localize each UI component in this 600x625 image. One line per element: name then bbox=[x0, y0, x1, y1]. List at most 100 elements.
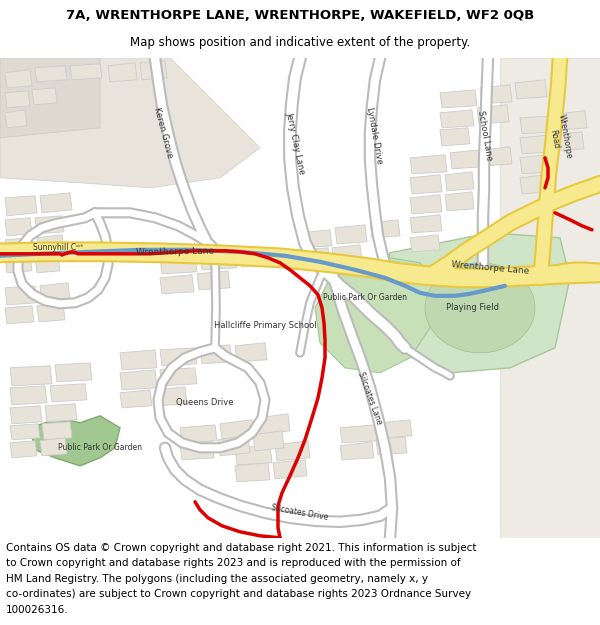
Polygon shape bbox=[40, 192, 72, 213]
Polygon shape bbox=[315, 258, 435, 372]
Polygon shape bbox=[410, 155, 447, 174]
Polygon shape bbox=[440, 90, 477, 108]
Polygon shape bbox=[445, 192, 474, 211]
Polygon shape bbox=[10, 386, 47, 405]
Polygon shape bbox=[155, 387, 187, 406]
Text: School Lane: School Lane bbox=[476, 110, 494, 162]
Text: Jerry Clay Lane: Jerry Clay Lane bbox=[284, 111, 306, 175]
Polygon shape bbox=[10, 441, 37, 458]
Text: 100026316.: 100026316. bbox=[6, 605, 68, 615]
Polygon shape bbox=[37, 235, 64, 252]
Polygon shape bbox=[5, 70, 32, 88]
Polygon shape bbox=[332, 245, 362, 264]
Polygon shape bbox=[410, 175, 442, 194]
Polygon shape bbox=[520, 116, 554, 134]
Text: Playing Field: Playing Field bbox=[445, 303, 499, 312]
Polygon shape bbox=[477, 105, 509, 124]
Polygon shape bbox=[520, 175, 548, 194]
Polygon shape bbox=[340, 425, 377, 442]
Text: Silcoates Drive: Silcoates Drive bbox=[271, 503, 329, 522]
Polygon shape bbox=[340, 442, 374, 460]
Polygon shape bbox=[40, 282, 70, 302]
Polygon shape bbox=[200, 251, 237, 270]
Polygon shape bbox=[520, 155, 550, 174]
Polygon shape bbox=[300, 230, 332, 248]
Polygon shape bbox=[180, 425, 217, 442]
Text: Keren Grove: Keren Grove bbox=[152, 106, 174, 159]
Polygon shape bbox=[37, 302, 65, 322]
Polygon shape bbox=[120, 370, 157, 390]
Polygon shape bbox=[120, 390, 152, 408]
Polygon shape bbox=[35, 216, 64, 234]
Polygon shape bbox=[5, 110, 27, 128]
Polygon shape bbox=[160, 368, 197, 386]
Polygon shape bbox=[70, 64, 102, 80]
Polygon shape bbox=[235, 342, 267, 362]
Polygon shape bbox=[450, 150, 482, 169]
Polygon shape bbox=[40, 438, 67, 456]
Polygon shape bbox=[335, 225, 367, 244]
Polygon shape bbox=[10, 366, 52, 386]
Polygon shape bbox=[440, 110, 474, 128]
Polygon shape bbox=[425, 263, 535, 352]
Polygon shape bbox=[383, 232, 570, 372]
Polygon shape bbox=[140, 61, 167, 80]
Polygon shape bbox=[5, 196, 37, 216]
Polygon shape bbox=[515, 80, 547, 99]
Polygon shape bbox=[197, 271, 230, 290]
Polygon shape bbox=[253, 431, 284, 451]
Polygon shape bbox=[55, 362, 92, 382]
Polygon shape bbox=[160, 275, 194, 294]
Polygon shape bbox=[30, 416, 120, 466]
Polygon shape bbox=[273, 460, 307, 479]
Polygon shape bbox=[42, 422, 72, 440]
Text: Wrenthorpe
Road: Wrenthorpe Road bbox=[547, 114, 574, 162]
Polygon shape bbox=[410, 195, 442, 214]
Polygon shape bbox=[558, 111, 587, 130]
Polygon shape bbox=[0, 58, 100, 138]
Polygon shape bbox=[500, 58, 600, 538]
Polygon shape bbox=[120, 350, 157, 370]
Text: Public Park Or Garden: Public Park Or Garden bbox=[58, 443, 142, 452]
Polygon shape bbox=[10, 424, 40, 440]
Polygon shape bbox=[180, 441, 214, 460]
Text: to Crown copyright and database rights 2023 and is reproduced with the permissio: to Crown copyright and database rights 2… bbox=[6, 559, 461, 569]
Polygon shape bbox=[376, 437, 407, 455]
Polygon shape bbox=[410, 235, 440, 252]
Polygon shape bbox=[555, 132, 584, 151]
Polygon shape bbox=[370, 220, 400, 238]
Text: co-ordinates) are subject to Crown copyright and database rights 2023 Ordnance S: co-ordinates) are subject to Crown copyr… bbox=[6, 589, 471, 599]
Polygon shape bbox=[5, 238, 34, 256]
Polygon shape bbox=[5, 306, 34, 324]
Polygon shape bbox=[160, 256, 197, 274]
Polygon shape bbox=[235, 462, 270, 482]
Text: Wrenthorpe Lane: Wrenthorpe Lane bbox=[136, 247, 214, 257]
Polygon shape bbox=[5, 286, 37, 305]
Polygon shape bbox=[35, 66, 67, 82]
Polygon shape bbox=[440, 128, 470, 146]
Polygon shape bbox=[50, 384, 87, 402]
Polygon shape bbox=[240, 248, 272, 267]
Polygon shape bbox=[35, 255, 60, 272]
Polygon shape bbox=[445, 172, 474, 191]
Polygon shape bbox=[108, 62, 137, 82]
Polygon shape bbox=[485, 147, 512, 166]
Text: Wrenthorpe Lane: Wrenthorpe Lane bbox=[451, 260, 529, 276]
Polygon shape bbox=[218, 436, 250, 456]
Polygon shape bbox=[480, 85, 512, 104]
Polygon shape bbox=[200, 345, 232, 364]
Text: Hallcliffe Primary School: Hallcliffe Primary School bbox=[214, 321, 316, 330]
Polygon shape bbox=[410, 215, 442, 232]
Text: Lyndale Drive: Lyndale Drive bbox=[365, 107, 383, 165]
Polygon shape bbox=[5, 217, 32, 236]
Polygon shape bbox=[32, 88, 57, 105]
Text: Public Park Or Garden: Public Park Or Garden bbox=[323, 293, 407, 302]
Polygon shape bbox=[258, 414, 290, 434]
Text: Sunnyhill Cᵒʳᵗ: Sunnyhill Cᵒʳᵗ bbox=[33, 243, 83, 252]
Polygon shape bbox=[275, 441, 310, 461]
Polygon shape bbox=[300, 248, 330, 266]
Text: HM Land Registry. The polygons (including the associated geometry, namely x, y: HM Land Registry. The polygons (includin… bbox=[6, 574, 428, 584]
Polygon shape bbox=[520, 135, 552, 154]
Text: 7A, WRENTHORPE LANE, WRENTHORPE, WAKEFIELD, WF2 0QB: 7A, WRENTHORPE LANE, WRENTHORPE, WAKEFIE… bbox=[66, 9, 534, 22]
Polygon shape bbox=[45, 404, 77, 422]
